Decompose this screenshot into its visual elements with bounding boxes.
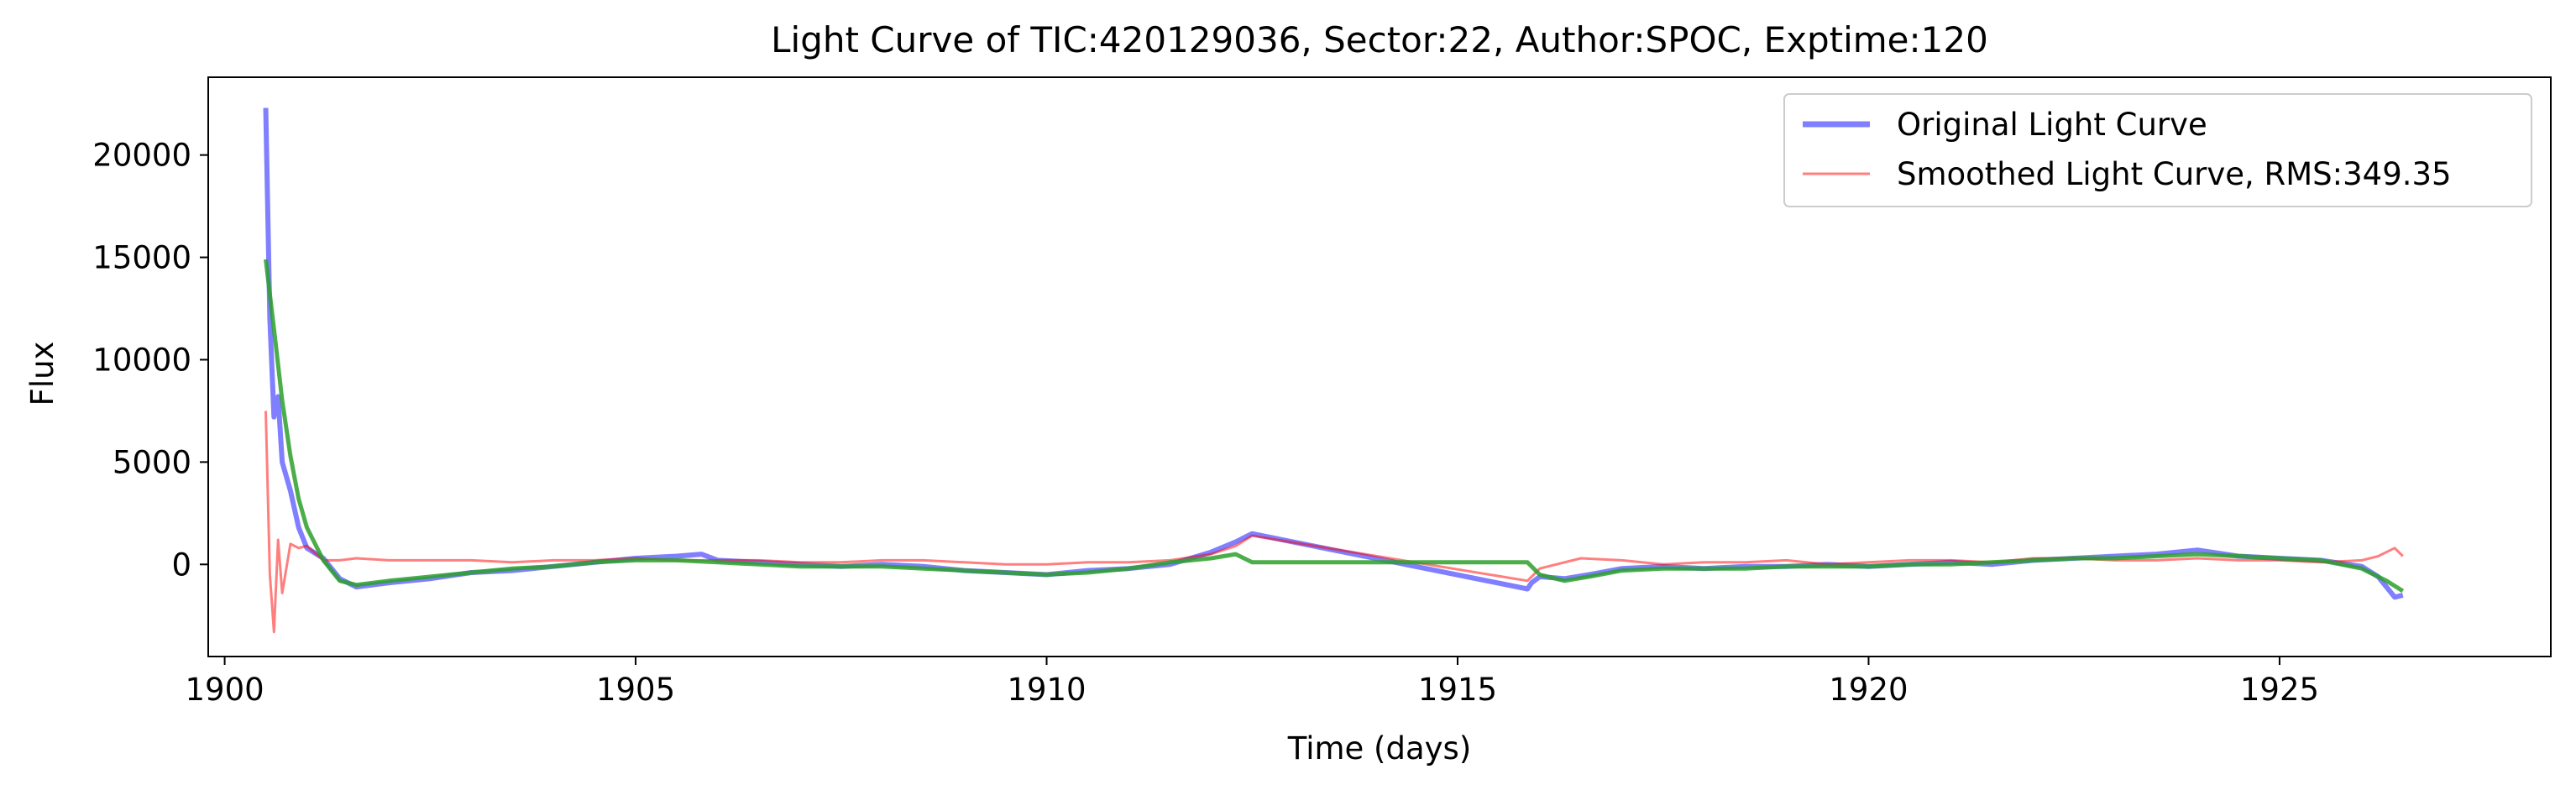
- y-tick-label: 20000: [92, 138, 191, 174]
- legend-label-smoothed: Smoothed Light Curve, RMS:349.35: [1897, 156, 2452, 192]
- y-tick-label: 5000: [113, 444, 191, 480]
- x-tick-label: 1900: [185, 672, 264, 708]
- legend: Original Light Curve Smoothed Light Curv…: [1783, 93, 2532, 207]
- legend-box: [1783, 93, 2532, 207]
- x-tick-label: 1925: [2240, 672, 2319, 708]
- x-axis-ticks: 1900 1905 1910 1915 1920 1925: [185, 657, 2319, 708]
- series-layer: [263, 107, 2405, 634]
- y-tick-label: 0: [171, 547, 191, 583]
- y-tick-label: 10000: [92, 342, 191, 378]
- series-smoothed-line: [264, 411, 2404, 634]
- x-tick-label: 1920: [1829, 672, 1908, 708]
- x-tick-label: 1905: [596, 672, 675, 708]
- y-tick-label: 15000: [92, 240, 191, 276]
- series-trend-line: [264, 259, 2405, 594]
- chart-title: Light Curve of TIC:420129036, Sector:22,…: [771, 19, 1988, 60]
- legend-label-original: Original Light Curve: [1897, 107, 2207, 143]
- x-tick-label: 1910: [1007, 672, 1086, 708]
- y-axis-label: Flux: [24, 342, 60, 406]
- x-tick-label: 1915: [1418, 672, 1497, 708]
- y-axis-ticks: 0 5000 10000 15000 20000: [92, 138, 208, 583]
- x-axis-label: Time (days): [1287, 730, 1472, 766]
- plot-frame: [207, 76, 2552, 657]
